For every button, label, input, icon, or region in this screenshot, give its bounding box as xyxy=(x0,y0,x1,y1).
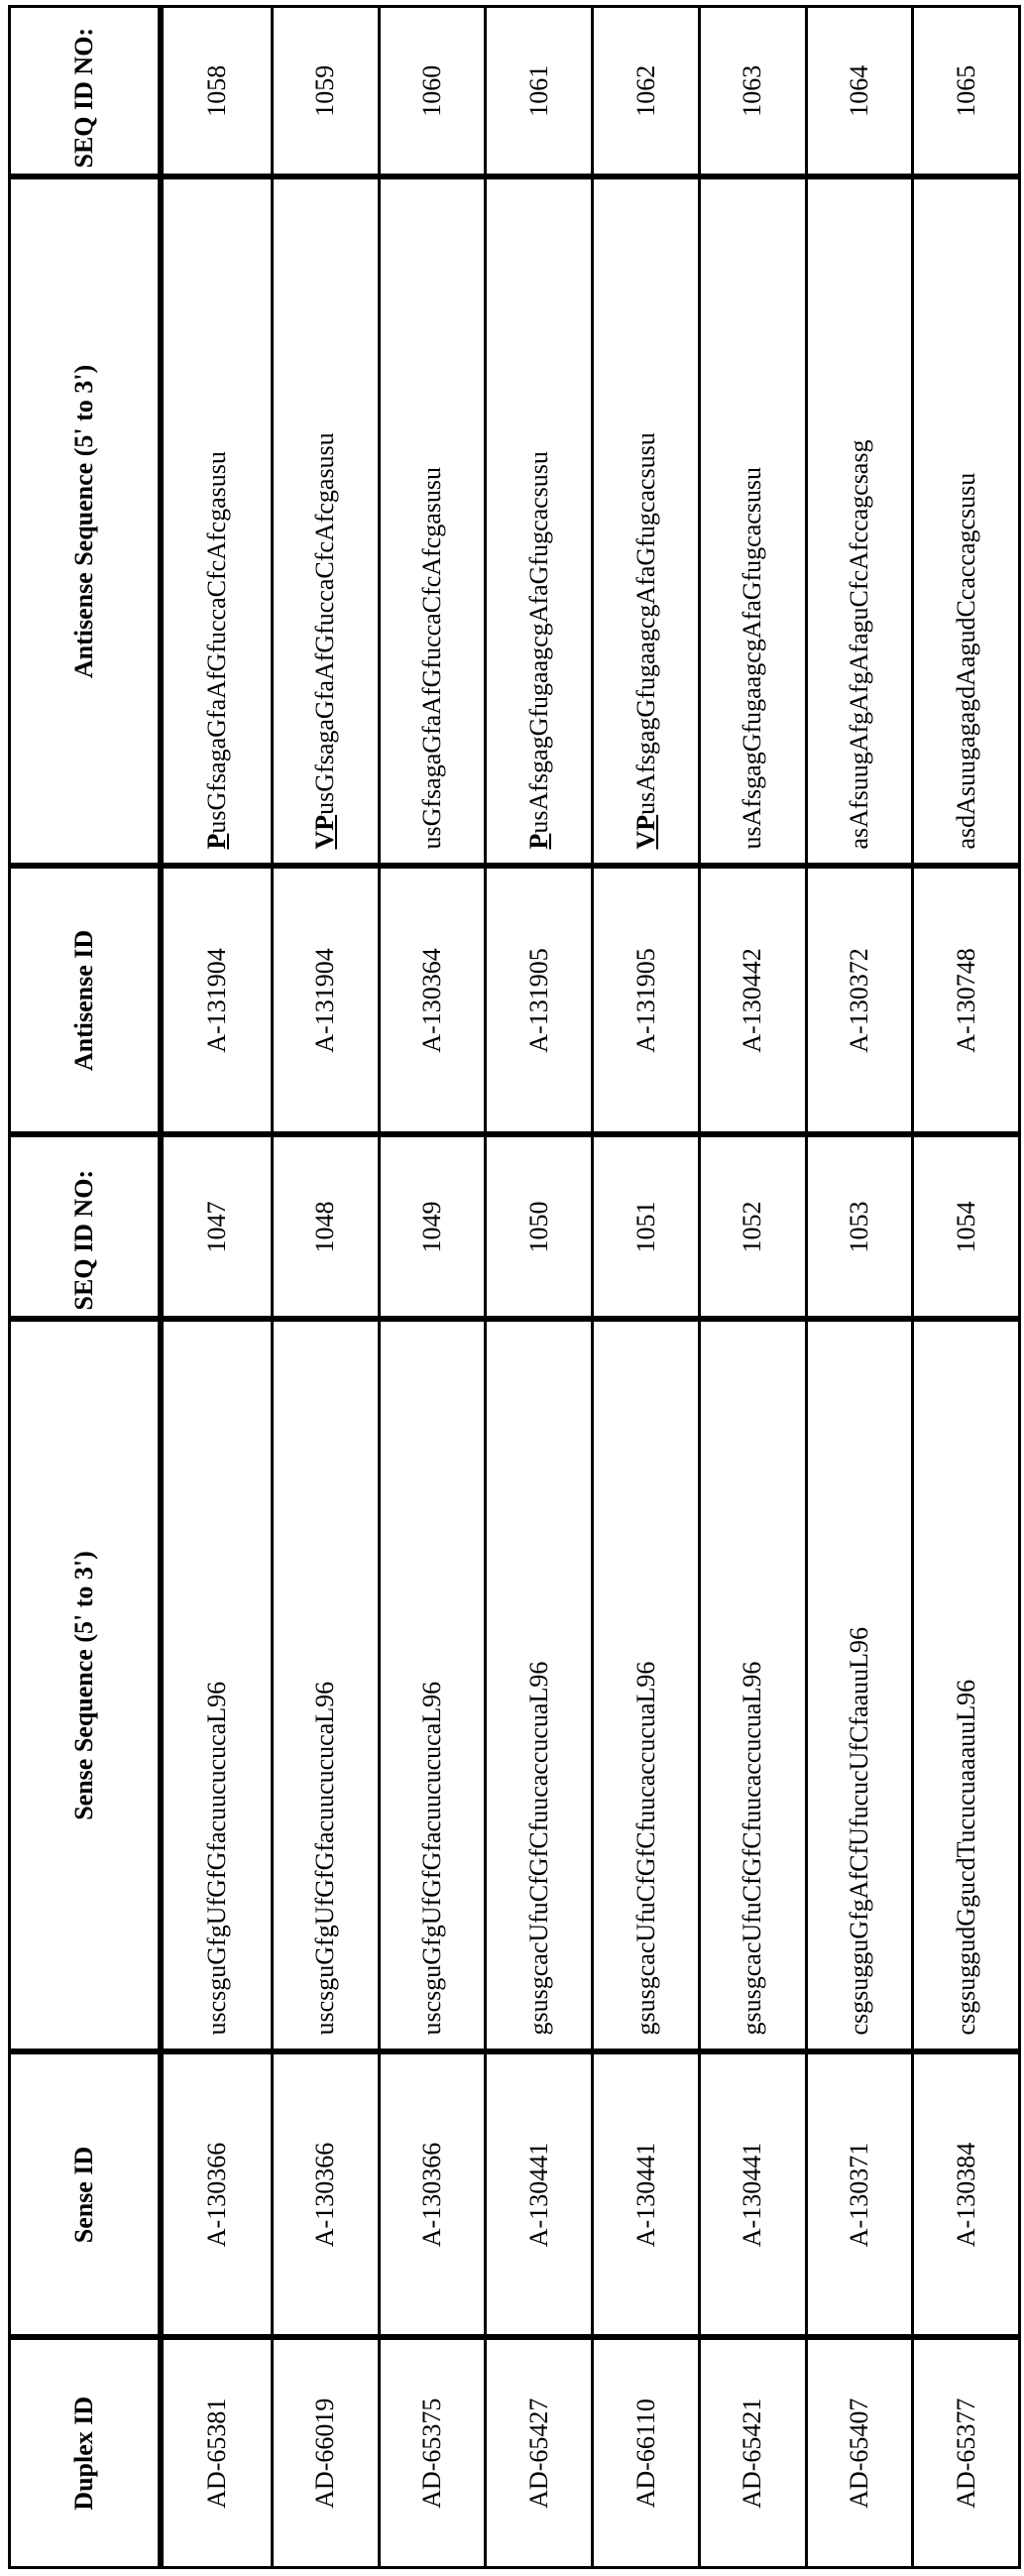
sense-id-cell: A-130371 xyxy=(806,2052,913,2338)
sense-seq-id-cell: 1048 xyxy=(273,1135,380,1320)
antisense-seq-id-cell: 1063 xyxy=(699,7,806,177)
table-row: AD-65375A-130366uscsguGfgUfGfGfacuucucuc… xyxy=(379,7,486,2568)
antisense-seq-id-cell: 1058 xyxy=(161,7,273,177)
duplex-id-cell: AD-65381 xyxy=(161,2338,273,2568)
sense-id-cell: A-130366 xyxy=(273,2052,380,2338)
sense-sequence-cell: gsusgcacUfuCfGfCfuucaccucuaL96 xyxy=(486,1320,593,2052)
antisense-prefix: P xyxy=(524,834,553,850)
table-row: AD-65427A-130441gsusgcacUfuCfGfCfuucaccu… xyxy=(486,7,593,2568)
duplex-id-cell: AD-65407 xyxy=(806,2338,913,2568)
antisense-id-cell: A-130372 xyxy=(806,867,913,1135)
antisense-sequence-cell: asdAsuugagagdAagudCcaccagcsusu xyxy=(913,177,1020,867)
antisense-seq-id-cell: 1059 xyxy=(273,7,380,177)
sense-sequence-cell: uscsguGfgUfGfGfacuucucucaL96 xyxy=(379,1320,486,2052)
sense-id-cell: A-130441 xyxy=(486,2052,593,2338)
sense-seq-id-cell: 1054 xyxy=(913,1135,1020,1320)
antisense-sequence-cell: VPusGfsagaGfaAfGfuccaCfcAfcgasusu xyxy=(273,177,380,867)
antisense-seq-id-cell: 1065 xyxy=(913,7,1020,177)
antisense-sequence-text: usAfsgagGfugaagcgAfaGfugcacsusu xyxy=(524,451,553,834)
sense-seq-id-cell: 1047 xyxy=(161,1135,273,1320)
table-row: AD-66019A-130366uscsguGfgUfGfGfacuucucuc… xyxy=(273,7,380,2568)
sense-sequence-cell: csgsugguGfgAfCfUfucucUfCfaauuL96 xyxy=(806,1320,913,2052)
duplex-id-cell: AD-66110 xyxy=(593,2338,700,2568)
table-row: AD-65377A-130384csgsuggudGgucdTucucuaaau… xyxy=(913,7,1020,2568)
duplex-id-cell: AD-66019 xyxy=(273,2338,380,2568)
header-sense-id: Sense ID xyxy=(10,2052,162,2338)
sense-sequence-cell: gsusgcacUfuCfGfCfuucaccucuaL96 xyxy=(699,1320,806,2052)
sense-sequence-cell: gsusgcacUfuCfGfCfuucaccucuaL96 xyxy=(593,1320,700,2052)
antisense-sequence-text: asdAsuugagagdAagudCcaccagcsusu xyxy=(952,473,980,850)
sense-sequence-cell: csgsuggudGgucdTucucuaaauuL96 xyxy=(913,1320,1020,2052)
antisense-seq-id-cell: 1064 xyxy=(806,7,913,177)
antisense-sequence-cell: usAfsgagGfugaagcgAfaGfugcacsusu xyxy=(699,177,806,867)
antisense-sequence-cell: asAfsuugAfgAfgAfaguCfcAfccagcsasg xyxy=(806,177,913,867)
table-row: AD-65421A-130441gsusgcacUfuCfGfCfuucaccu… xyxy=(699,7,806,2568)
table-row: AD-65381A-130366uscsguGfgUfGfGfacuucucuc… xyxy=(161,7,273,2568)
antisense-id-cell: A-130442 xyxy=(699,867,806,1135)
header-duplex-id: Duplex ID xyxy=(10,2338,162,2568)
header-sense-sequence: Sense Sequence (5' to 3') xyxy=(10,1320,162,2052)
sense-id-cell: A-130441 xyxy=(699,2052,806,2338)
antisense-sequence-cell: VPusAfsgagGfugaagcgAfaGfugcacsusu xyxy=(593,177,700,867)
antisense-sequence-cell: PusAfsgagGfugaagcgAfaGfugcacsusu xyxy=(486,177,593,867)
duplex-id-cell: AD-65427 xyxy=(486,2338,593,2568)
duplex-table: Duplex ID Sense ID Sense Sequence (5' to… xyxy=(8,5,1021,2569)
antisense-sequence-text: usAfsgagGfugaagcgAfaGfugcacsusu xyxy=(631,432,660,815)
sense-id-cell: A-130384 xyxy=(913,2052,1020,2338)
sense-id-cell: A-130366 xyxy=(161,2052,273,2338)
antisense-sequence-text: usAfsgagGfugaagcgAfaGfugcacsusu xyxy=(738,467,766,850)
antisense-id-cell: A-131905 xyxy=(593,867,700,1135)
antisense-seq-id-cell: 1060 xyxy=(379,7,486,177)
antisense-sequence-text: usGfsagaGfaAfGfuccaCfcAfcgasusu xyxy=(310,432,339,815)
antisense-prefix: VP xyxy=(631,815,660,850)
antisense-id-cell: A-130748 xyxy=(913,867,1020,1135)
duplex-id-cell: AD-65375 xyxy=(379,2338,486,2568)
header-antisense-sequence: Antisense Sequence (5' to 3') xyxy=(10,177,162,867)
sense-seq-id-cell: 1052 xyxy=(699,1135,806,1320)
header-sense-seq-id: SEQ ID NO: xyxy=(10,1135,162,1320)
table-row: AD-65407A-130371csgsugguGfgAfCfUfucucUfC… xyxy=(806,7,913,2568)
antisense-prefix: P xyxy=(202,834,231,850)
header-row: Duplex ID Sense ID Sense Sequence (5' to… xyxy=(10,7,162,2568)
antisense-id-cell: A-131904 xyxy=(273,867,380,1135)
sense-sequence-cell: uscsguGfgUfGfGfacuucucucaL96 xyxy=(273,1320,380,2052)
duplex-id-cell: AD-65377 xyxy=(913,2338,1020,2568)
sense-seq-id-cell: 1050 xyxy=(486,1135,593,1320)
sense-seq-id-cell: 1051 xyxy=(593,1135,700,1320)
antisense-sequence-text: asAfsuugAfgAfgAfaguCfcAfccagcsasg xyxy=(845,440,873,850)
header-antisense-seq-id: SEQ ID NO: xyxy=(10,7,162,177)
duplex-id-cell: AD-65421 xyxy=(699,2338,806,2568)
sense-id-cell: A-130441 xyxy=(593,2052,700,2338)
antisense-sequence-text: usGfsagaGfaAfGfuccaCfcAfcgasusu xyxy=(417,467,446,850)
sense-seq-id-cell: 1053 xyxy=(806,1135,913,1320)
sense-id-cell: A-130366 xyxy=(379,2052,486,2338)
antisense-seq-id-cell: 1062 xyxy=(593,7,700,177)
antisense-id-cell: A-131905 xyxy=(486,867,593,1135)
rotated-table-page: Duplex ID Sense ID Sense Sequence (5' to… xyxy=(8,8,1021,2569)
antisense-id-cell: A-130364 xyxy=(379,867,486,1135)
antisense-seq-id-cell: 1061 xyxy=(486,7,593,177)
header-antisense-id: Antisense ID xyxy=(10,867,162,1135)
antisense-sequence-text: usGfsagaGfaAfGfuccaCfcAfcgasusu xyxy=(202,451,231,834)
sense-sequence-cell: uscsguGfgUfGfGfacuucucucaL96 xyxy=(161,1320,273,2052)
table-row: AD-66110A-130441gsusgcacUfuCfGfCfuucaccu… xyxy=(593,7,700,2568)
antisense-sequence-cell: usGfsagaGfaAfGfuccaCfcAfcgasusu xyxy=(379,177,486,867)
sense-seq-id-cell: 1049 xyxy=(379,1135,486,1320)
antisense-prefix: VP xyxy=(310,815,339,850)
antisense-id-cell: A-131904 xyxy=(161,867,273,1135)
antisense-sequence-cell: PusGfsagaGfaAfGfuccaCfcAfcgasusu xyxy=(161,177,273,867)
